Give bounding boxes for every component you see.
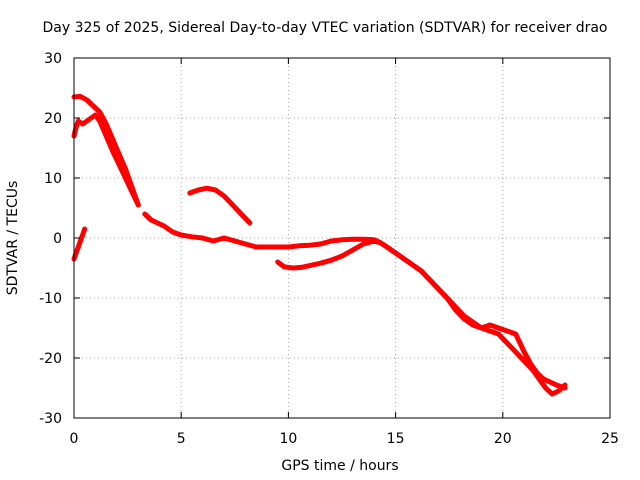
chart-title: Day 325 of 2025, Sidereal Day-to-day VTE… [42,20,607,36]
series-line-trace-c [142,211,568,391]
y-axis-label: SDTVAR / TECUs [5,181,21,296]
series-line-trace-a [71,93,141,208]
series-line-trace-e [187,185,253,226]
axis-ticks: 0 5 10 15 20 25 -30 -20 -10 0 10 20 30 [39,51,619,447]
y-tick-label: 10 [44,171,62,187]
series-line-trace-b [71,112,141,208]
x-tick-label: 20 [494,431,512,447]
y-tick-label: -30 [39,411,62,427]
y-tick-label: -10 [39,291,62,307]
series-line-trace-f [71,226,88,262]
y-tick-label: 0 [53,231,62,247]
series-line-trace-d [275,238,568,397]
x-tick-label: 0 [70,431,79,447]
x-tick-label: 25 [601,431,619,447]
x-tick-label: 10 [279,431,297,447]
x-tick-label: 5 [177,431,186,447]
x-axis-label: GPS time / hours [281,458,398,474]
data-series [71,93,568,397]
y-tick-label: 30 [44,51,62,67]
y-tick-label: -20 [39,351,62,367]
x-tick-label: 15 [387,431,405,447]
y-tick-label: 20 [44,111,62,127]
